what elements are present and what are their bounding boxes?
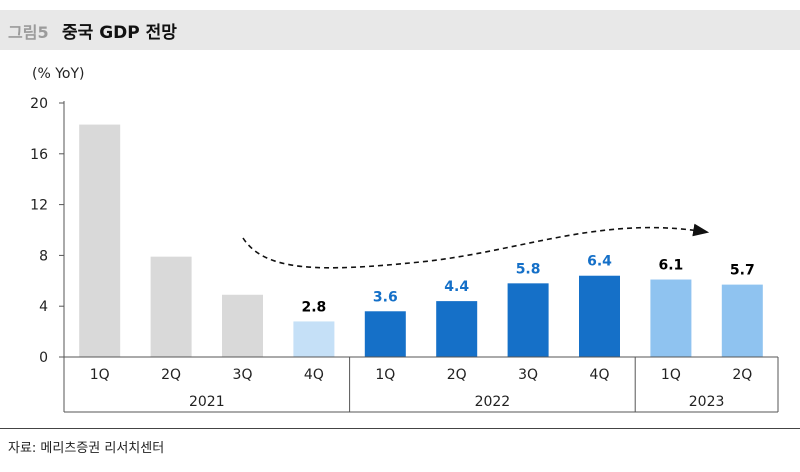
bar	[721, 284, 763, 357]
x-tick-label: 1Q	[90, 367, 110, 383]
chart-title: 중국 GDP 전망	[62, 23, 177, 43]
bar	[579, 275, 620, 357]
x-tick-label: 4Q	[304, 367, 324, 383]
bar	[507, 283, 549, 357]
x-group-label: 2022	[475, 394, 511, 410]
bar	[436, 301, 478, 357]
footer-divider	[0, 428, 800, 429]
data-label: 5.7	[730, 263, 755, 279]
x-tick-label: 2Q	[447, 367, 467, 383]
x-tick-label: 4Q	[590, 367, 610, 383]
x-group-label: 2021	[189, 394, 225, 410]
bar	[293, 321, 335, 357]
data-label: 3.6	[373, 289, 398, 305]
y-tick-label: 8	[39, 248, 48, 264]
bar	[222, 294, 263, 357]
bar	[650, 279, 692, 357]
y-tick-label: 0	[39, 350, 48, 366]
y-axis-label: (% YoY)	[32, 66, 85, 82]
figure-label: 그림5	[8, 23, 49, 42]
x-tick-label: 2Q	[732, 367, 752, 383]
data-label: 2.8	[301, 299, 326, 315]
y-tick-label: 4	[39, 299, 48, 315]
x-tick-label: 1Q	[661, 367, 681, 383]
x-tick-label: 3Q	[518, 367, 538, 383]
x-tick-label: 2Q	[161, 367, 181, 383]
data-label: 4.4	[444, 279, 469, 295]
y-tick-label: 16	[30, 147, 48, 163]
bar	[150, 256, 192, 357]
figure-header: 그림5 중국 GDP 전망	[0, 10, 800, 50]
bar	[364, 311, 406, 357]
data-label: 5.8	[516, 261, 541, 277]
data-label: 6.1	[658, 258, 683, 274]
x-group-label: 2023	[689, 394, 725, 410]
trend-arrow	[242, 223, 710, 269]
source-note: 자료: 메리츠증권 리서치센터	[8, 441, 165, 456]
y-tick-label: 20	[30, 96, 48, 112]
bar	[79, 124, 121, 357]
x-tick-label: 3Q	[233, 367, 253, 383]
y-tick-label: 12	[30, 198, 48, 214]
data-label: 6.4	[587, 254, 612, 270]
x-tick-label: 1Q	[375, 367, 395, 383]
